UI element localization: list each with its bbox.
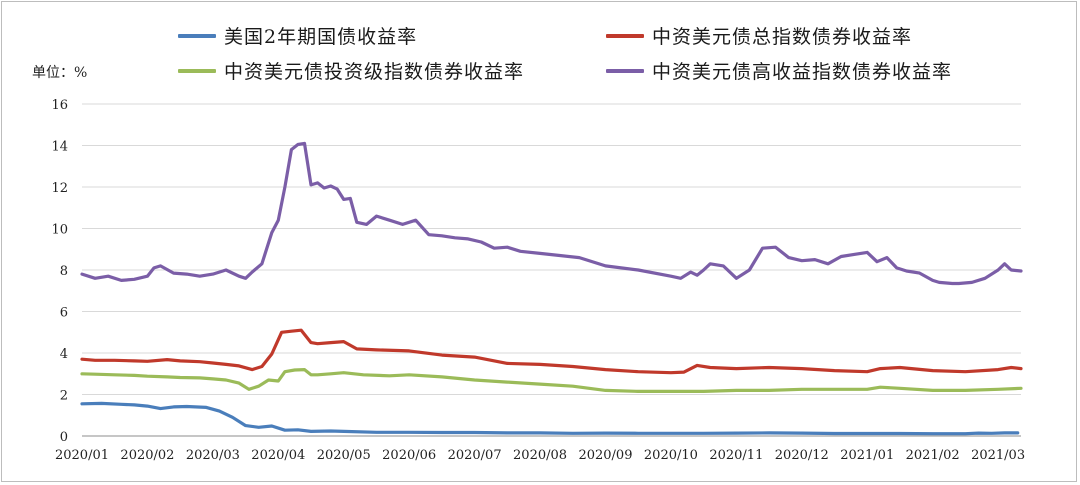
y-tick-label: 6 bbox=[60, 306, 68, 321]
x-tick-label: 2020/08 bbox=[513, 448, 567, 463]
y-tick-label: 2 bbox=[60, 389, 68, 404]
y-tick-label: 4 bbox=[60, 347, 68, 362]
series-line-2 bbox=[80, 368, 1023, 393]
series-line-1 bbox=[80, 328, 1023, 375]
legend-swatch-icon bbox=[606, 68, 644, 73]
x-tick-label: 2020/10 bbox=[644, 448, 698, 463]
series-line-0 bbox=[80, 401, 1020, 436]
y-tick-label: 8 bbox=[60, 264, 68, 279]
legend-swatch-icon bbox=[178, 33, 216, 38]
x-tick-label: 2020/09 bbox=[578, 448, 632, 463]
x-tick-label: 2020/12 bbox=[775, 448, 829, 463]
y-tick-label: 10 bbox=[51, 223, 68, 238]
x-tick-label: 2020/05 bbox=[317, 448, 371, 463]
x-tick-label: 2020/04 bbox=[251, 448, 305, 463]
y-tick-label: 14 bbox=[51, 140, 68, 155]
legend-label: 中资美元债高收益指数债券收益率 bbox=[652, 61, 953, 83]
x-tick-label: 2020/07 bbox=[448, 448, 502, 463]
y-tick-label: 0 bbox=[60, 430, 68, 445]
legend-label: 中资美元债总指数债券收益率 bbox=[652, 26, 913, 48]
x-tick-label: 2020/06 bbox=[382, 448, 436, 463]
legend-item-us-2y-treasury: 美国2年期国债收益率 bbox=[178, 22, 417, 49]
legend-item-high-yield: 中资美元债高收益指数债券收益率 bbox=[606, 57, 952, 84]
y-tick-label: 16 bbox=[51, 98, 68, 113]
x-tick-label: 2021/01 bbox=[840, 448, 894, 463]
y-axis-unit-label: 单位：% bbox=[32, 65, 88, 81]
x-tick-label: 2021/03 bbox=[971, 448, 1025, 463]
series-line-3 bbox=[80, 141, 1023, 286]
x-tick-label: 2021/02 bbox=[906, 448, 960, 463]
legend-swatch-icon bbox=[606, 33, 644, 38]
y-tick-label: 12 bbox=[51, 181, 68, 196]
legend-swatch-icon bbox=[178, 68, 216, 73]
legend-label: 美国2年期国债收益率 bbox=[224, 26, 418, 48]
x-tick-label: 2020/11 bbox=[709, 448, 763, 463]
x-tick-label: 2020/03 bbox=[186, 448, 240, 463]
x-tick-label: 2020/02 bbox=[120, 448, 174, 463]
x-tick-label: 2020/01 bbox=[55, 448, 109, 463]
legend-item-total-index: 中资美元债总指数债券收益率 bbox=[606, 22, 912, 49]
legend-item-investment-grade: 中资美元债投资级指数债券收益率 bbox=[178, 57, 524, 84]
legend-label: 中资美元债投资级指数债券收益率 bbox=[224, 61, 525, 83]
